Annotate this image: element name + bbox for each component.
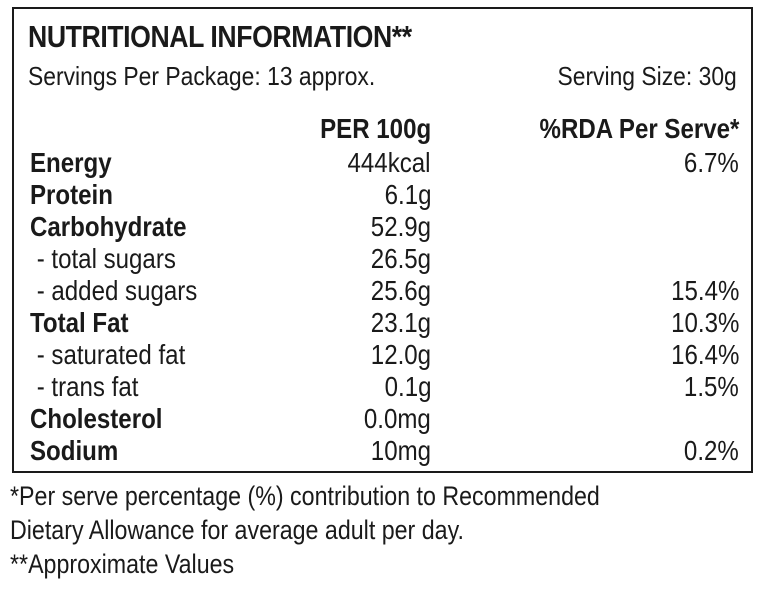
column-header-per-100g: PER 100g: [319, 113, 431, 144]
nutrient-per-100g: 52.9g: [370, 211, 431, 242]
nutrient-row: - added sugars 25.6g 15.4%: [14, 275, 751, 307]
nutrient-name: Total Fat: [30, 307, 129, 338]
serving-size: Serving Size: 30g: [557, 61, 737, 91]
nutrient-name: Cholesterol: [30, 403, 163, 434]
nutrient-row: Cholesterol 0.0mg: [14, 403, 751, 435]
footnote-rda-line-2: Dietary Allowance for average adult per …: [10, 515, 464, 545]
nutrient-row: - total sugars 26.5g: [14, 243, 751, 275]
footnote-approximate: **Approximate Values: [10, 549, 235, 579]
nutrient-per-100g: 444kcal: [347, 147, 431, 178]
nutrient-per-100g: 0.0mg: [364, 403, 431, 434]
nutrient-row: - trans fat 0.1g 1.5%: [14, 371, 751, 403]
nutrient-row: Carbohydrate 52.9g: [14, 211, 751, 243]
nutrient-rda: 6.7%: [684, 147, 739, 178]
nutrient-row: Energy 444kcal 6.7%: [14, 147, 751, 179]
nutrient-rda: 10.3%: [670, 307, 739, 338]
nutrient-rda: 0.2%: [684, 435, 739, 466]
nutrient-name: Protein: [30, 179, 113, 210]
nutrition-panel: NUTRITIONAL INFORMATION** Servings Per P…: [12, 7, 753, 473]
nutrient-name: Energy: [30, 147, 112, 178]
nutrient-row: Total Fat 23.1g 10.3%: [14, 307, 751, 339]
nutrient-row: Protein 6.1g: [14, 179, 751, 211]
nutrient-per-100g: 0.1g: [384, 371, 431, 402]
nutrient-rda: 1.5%: [684, 371, 739, 402]
nutrient-per-100g: 12.0g: [370, 339, 431, 370]
nutrient-per-100g: 6.1g: [384, 179, 431, 210]
column-header-rda: %RDA Per Serve*: [539, 113, 739, 144]
servings-per-package: Servings Per Package: 13 approx.: [28, 61, 376, 91]
panel-title: NUTRITIONAL INFORMATION**: [28, 19, 412, 54]
nutrient-row: Sodium 10mg 0.2%: [14, 435, 751, 467]
nutrient-per-100g: 10mg: [370, 435, 431, 466]
nutrient-row: - saturated fat 12.0g 16.4%: [14, 339, 751, 371]
nutrient-rda: 15.4%: [670, 275, 739, 306]
nutrient-name: - added sugars: [30, 275, 198, 306]
nutrient-per-100g: 25.6g: [370, 275, 431, 306]
nutrient-name: - trans fat: [30, 371, 139, 402]
footnote-rda-line-1: *Per serve percentage (%) contribution t…: [10, 481, 600, 511]
nutrient-rows: Energy 444kcal 6.7% Protein 6.1g Carbohydrate…: [14, 147, 751, 467]
nutrient-name: - saturated fat: [30, 339, 186, 370]
nutrient-per-100g: 26.5g: [370, 243, 431, 274]
nutrient-name: Sodium: [30, 435, 119, 466]
nutrient-rda: 16.4%: [670, 339, 739, 370]
nutrient-name: Carbohydrate: [30, 211, 187, 242]
nutrient-name: - total sugars: [30, 243, 176, 274]
nutrient-per-100g: 23.1g: [370, 307, 431, 338]
